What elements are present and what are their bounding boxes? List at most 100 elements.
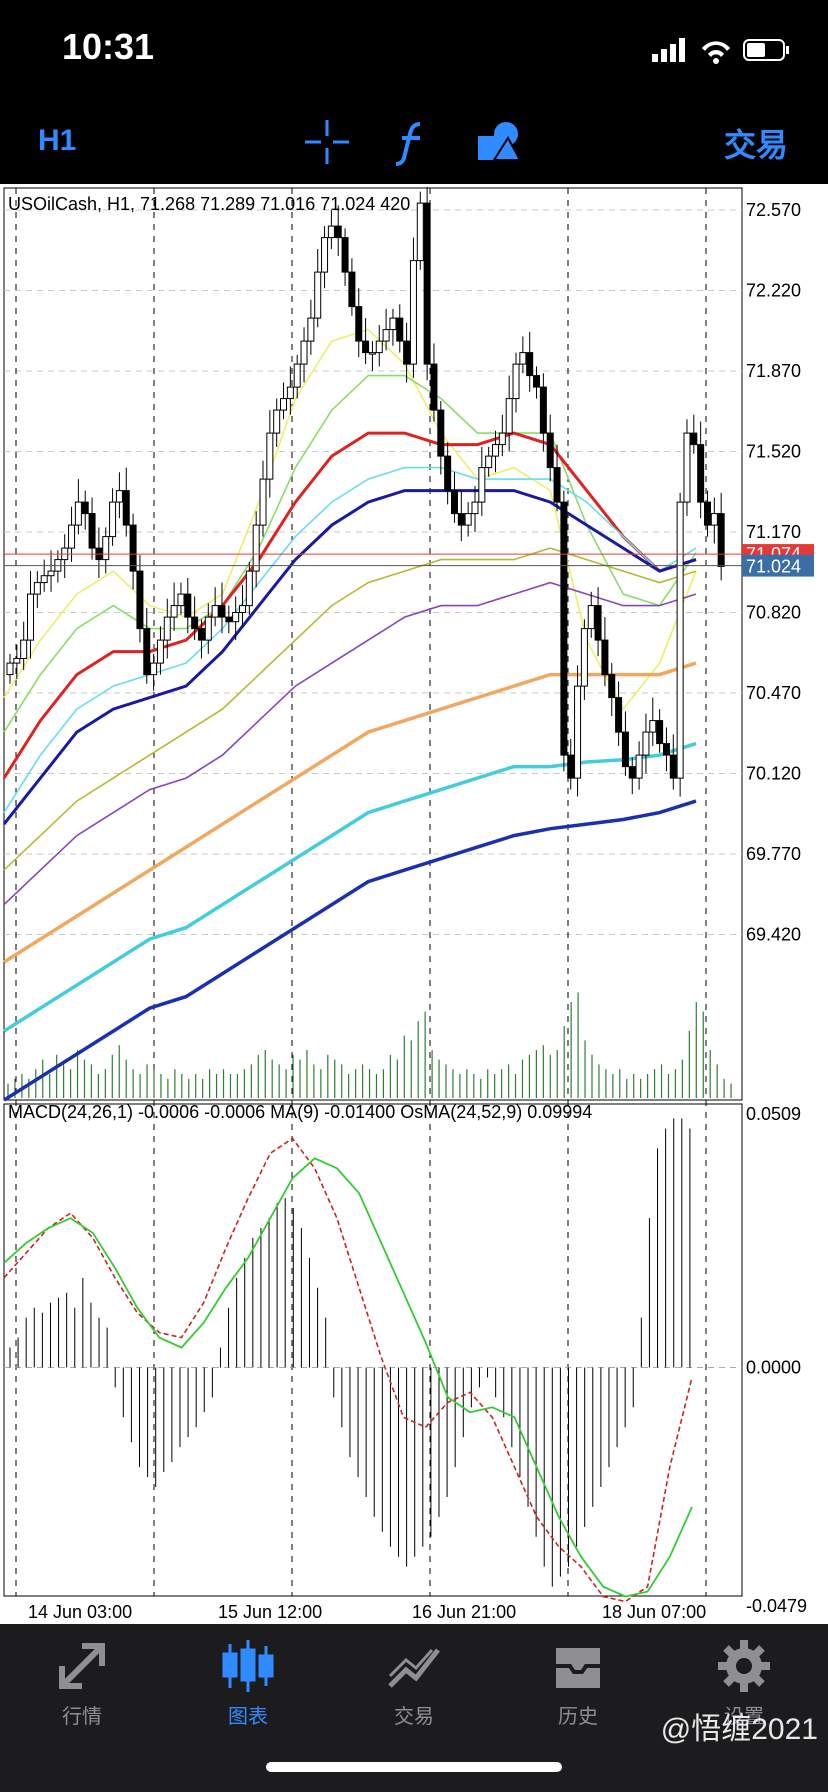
candle-body	[710, 513, 718, 526]
candle-body	[574, 685, 582, 779]
candle-body	[177, 593, 185, 607]
candle-body	[519, 352, 527, 365]
candle-body	[389, 317, 397, 331]
chart-area[interactable]: 72.570 72.220 71.870 71.520 71.170 70.820 70.4…	[0, 184, 828, 1624]
candle-body	[485, 455, 493, 469]
settings-icon	[718, 1640, 770, 1692]
status-bar: 10:31	[0, 0, 828, 100]
candle-body	[539, 386, 547, 434]
candles-layer	[6, 187, 725, 797]
candle-body	[580, 628, 588, 687]
signal-line	[3, 1137, 693, 1603]
price-tick-label: 70.820	[746, 603, 801, 623]
candle-body	[553, 467, 561, 503]
moving-average-line	[3, 741, 697, 1033]
macd-tick-label: -0.0479	[746, 1596, 807, 1616]
candle-body	[122, 490, 130, 526]
candle-body	[218, 605, 226, 618]
candle-body	[81, 501, 89, 515]
candle-body	[690, 432, 698, 446]
candle-body	[450, 490, 458, 515]
candle-body	[703, 501, 711, 526]
function-icon[interactable]	[390, 118, 438, 166]
candle-body	[204, 616, 212, 641]
chart-icon	[222, 1640, 274, 1692]
moving-average-line	[3, 374, 697, 733]
time-tick-label: 14 Jun 03:00	[28, 1602, 132, 1622]
tab-chart[interactable]: 图表	[188, 1636, 308, 1736]
candle-body	[669, 754, 677, 779]
moving-average-line	[3, 466, 697, 814]
tab-settings-label: 设置	[724, 1706, 764, 1728]
tab-settings[interactable]: 设置	[684, 1636, 804, 1736]
candle-body	[314, 271, 322, 319]
candle-body	[286, 386, 294, 400]
candle-body	[416, 202, 424, 262]
chart-info-line: USOilCash, H1, 71.268 71.289 71.016 71.0…	[8, 194, 410, 214]
candle-body	[259, 478, 267, 526]
price-tick-label: 69.770	[746, 844, 801, 864]
moving-average-line	[3, 581, 697, 906]
candle-body	[368, 352, 376, 355]
tab-trade-label: 交易	[394, 1706, 434, 1728]
candle-body	[6, 662, 14, 676]
price-tick-label: 71.170	[746, 522, 801, 542]
time-tick-label: 16 Jun 21:00	[412, 1602, 516, 1622]
candle-body	[464, 513, 472, 526]
candle-body	[567, 754, 575, 779]
candle-body	[232, 612, 240, 623]
candle-body	[662, 743, 670, 756]
candle-body	[375, 340, 383, 354]
candle-body	[348, 271, 356, 308]
candle-body	[334, 225, 342, 239]
candle-body	[293, 363, 301, 388]
timeframe-button[interactable]: H1	[38, 124, 77, 157]
candle-body	[512, 363, 520, 400]
tab-chart-label: 图表	[228, 1706, 268, 1728]
time-tick-label: 15 Jun 12:00	[218, 1602, 322, 1622]
candle-body	[150, 662, 158, 676]
candle-body	[321, 237, 329, 273]
candle-body	[225, 616, 233, 623]
tab-history[interactable]: 历史	[518, 1636, 638, 1736]
candle-body	[676, 501, 684, 779]
objects-icon[interactable]	[474, 118, 522, 166]
candle-body	[102, 536, 110, 561]
candle-body	[697, 444, 705, 503]
tab-quotes[interactable]: 行情	[22, 1636, 142, 1736]
candle-body	[642, 731, 650, 756]
candle-body	[68, 524, 76, 549]
tab-trade[interactable]: 交易	[354, 1636, 474, 1736]
candle-body	[109, 501, 117, 538]
price-tick-label: 72.220	[746, 281, 801, 301]
candle-body	[88, 513, 96, 549]
candle-body	[492, 444, 500, 457]
candle-body	[136, 570, 144, 630]
tab-history-label: 历史	[558, 1706, 598, 1728]
candle-body	[635, 754, 643, 779]
candle-body	[27, 593, 35, 641]
candle-body	[273, 409, 281, 434]
candle-body	[601, 639, 609, 676]
candle-body	[13, 658, 21, 664]
price-tick-label: 72.570	[746, 200, 801, 220]
moving-average-line	[3, 328, 697, 711]
current-price-label: 71.024	[746, 557, 801, 577]
candle-body	[437, 409, 445, 457]
candle-body	[717, 513, 725, 568]
candle-body	[47, 570, 55, 577]
volume-layer	[7, 992, 732, 1098]
price-tick-label: 70.470	[746, 683, 801, 703]
candle-body	[615, 697, 623, 733]
macd-tick-label: 0.0509	[746, 1104, 801, 1124]
main-pane-border	[3, 187, 743, 1101]
price-tick-label: 71.870	[746, 361, 801, 381]
price-tick-label: 71.520	[746, 442, 801, 462]
watermark: @悟缠2021	[660, 1713, 818, 1746]
tab-quotes-label: 行情	[62, 1706, 102, 1728]
candle-body	[608, 674, 616, 699]
trade-button[interactable]: 交易	[723, 127, 788, 163]
signal-icon	[652, 38, 789, 64]
crosshair-icon[interactable]	[303, 118, 351, 166]
price-chart[interactable]: 72.570 72.220 71.870 71.520 71.170 70.820 70.4…	[0, 184, 828, 1624]
